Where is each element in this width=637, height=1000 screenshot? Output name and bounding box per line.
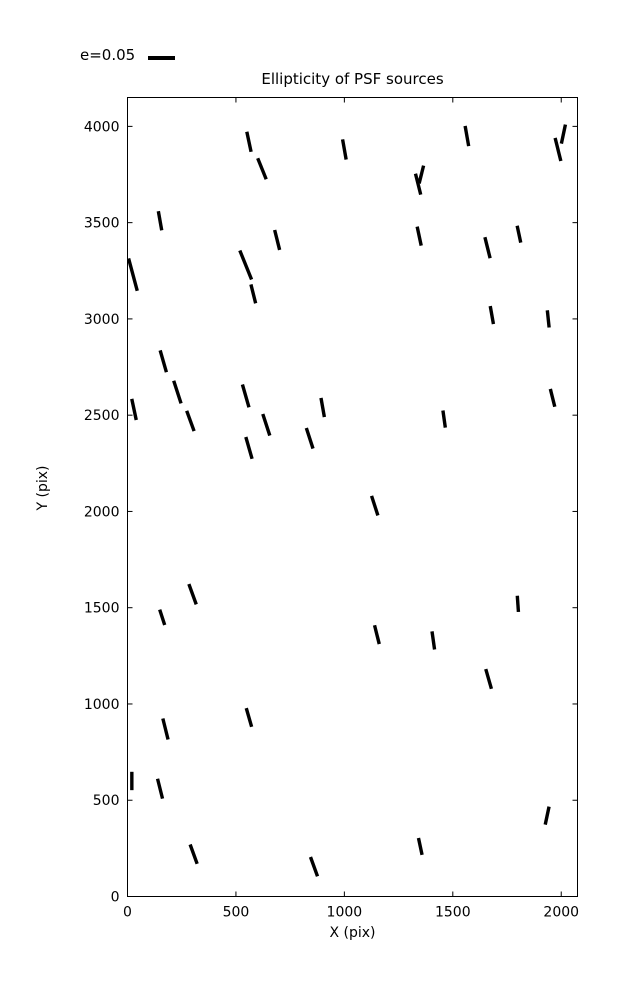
whisker-marker <box>308 856 320 877</box>
y-tick-label: 3500 <box>84 216 120 232</box>
x-tick-label: 1000 <box>327 905 363 921</box>
whisker-marker <box>515 595 521 613</box>
whisker-marker <box>158 609 167 626</box>
whisker-marker <box>188 843 199 865</box>
whisker-marker <box>172 380 183 404</box>
legend-scale-bar-icon <box>148 56 175 60</box>
whisker-marker <box>240 384 251 408</box>
whisker-marker <box>127 258 139 292</box>
whisker-marker <box>340 139 348 160</box>
x-axis-ticks: 0 500 1000 1500 2000 <box>123 97 579 921</box>
y-tick-label: 4000 <box>84 119 120 135</box>
whisker-marker <box>413 173 423 196</box>
whisker-marker <box>273 229 282 251</box>
whisker-marker <box>161 718 170 740</box>
whisker-marker <box>553 137 563 162</box>
whisker-marker <box>256 157 268 180</box>
y-tick-label: 1500 <box>84 601 120 617</box>
y-tick-label: 2000 <box>84 504 120 520</box>
whisker-marker <box>484 668 494 690</box>
axes-frame <box>127 97 578 897</box>
whisker-marker <box>415 226 423 246</box>
whisker-marker <box>158 349 169 373</box>
y-axis-ticks: 0 500 1000 1500 2000 2500 3000 3500 4000 <box>84 119 578 906</box>
whisker-marker <box>416 837 424 856</box>
whisker-marker <box>238 249 254 281</box>
legend-ellipticity-label: e=0.05 <box>80 46 136 64</box>
x-tick-label: 500 <box>223 905 250 921</box>
whisker-marker <box>249 284 258 304</box>
whisker-marker <box>548 388 557 408</box>
whisker-marker <box>441 410 448 428</box>
whisker-marker <box>483 236 492 259</box>
whisker-marker <box>155 778 165 800</box>
whisker-marker <box>488 305 496 325</box>
y-tick-label: 1000 <box>84 697 120 713</box>
whisker-marker <box>130 398 138 421</box>
y-tick-label: 500 <box>93 793 120 809</box>
whisker-marker <box>430 631 437 650</box>
whisker-marker <box>185 410 196 432</box>
whisker-marker <box>187 583 198 605</box>
whisker-marker <box>244 707 254 728</box>
whisker-marker <box>463 125 471 147</box>
whisker-marker <box>319 397 327 418</box>
y-tick-label: 3000 <box>84 312 120 328</box>
whisker-marker <box>515 225 523 244</box>
whisker-marker <box>261 413 272 437</box>
whisker-marker <box>304 427 315 450</box>
x-tick-label: 2000 <box>543 905 579 921</box>
y-tick-label: 2500 <box>84 408 120 424</box>
whisker-marker <box>156 210 164 231</box>
whisker-marker <box>417 165 426 184</box>
whisker-marker <box>559 124 568 144</box>
whisker-marker <box>245 131 253 153</box>
page-title: Ellipticity of PSF sources <box>261 70 444 88</box>
x-tick-label: 1500 <box>435 905 471 921</box>
y-tick-label: 0 <box>111 890 120 906</box>
whisker-marker <box>545 310 551 328</box>
whisker-marker <box>244 436 254 460</box>
whisker-marker <box>369 495 380 516</box>
whisker-markers <box>127 124 568 877</box>
x-axis-label: X (pix) <box>329 925 376 941</box>
whisker-marker <box>372 624 381 645</box>
x-tick-label: 0 <box>123 905 132 921</box>
whisker-marker <box>543 806 551 825</box>
